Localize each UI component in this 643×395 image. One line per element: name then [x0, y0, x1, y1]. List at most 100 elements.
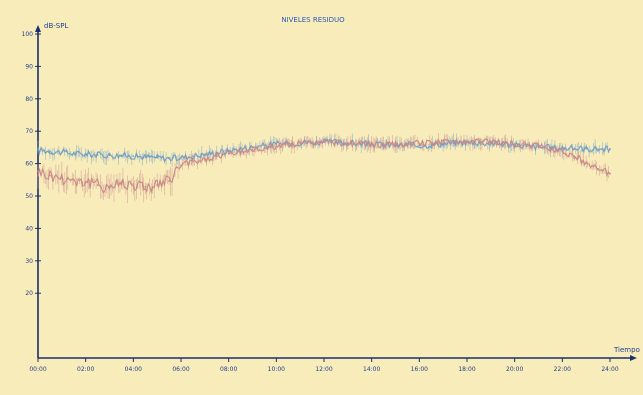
- data-point: [132, 155, 135, 158]
- data-point: [442, 140, 445, 143]
- data-point: [239, 151, 242, 153]
- data-point: [537, 145, 540, 148]
- data-point: [60, 176, 63, 179]
- y-tick-label: 80: [25, 96, 33, 103]
- data-point: [382, 143, 385, 146]
- x-axis-arrow: [630, 355, 637, 361]
- data-point: [597, 167, 599, 170]
- data-point: [215, 155, 218, 158]
- data-point: [585, 147, 588, 150]
- data-point: [299, 142, 302, 145]
- x-tick-label: 04:00: [125, 366, 142, 373]
- x-axis-label: Tiempo: [613, 346, 640, 354]
- data-point: [466, 140, 468, 142]
- data-point: [168, 180, 170, 182]
- data-point: [454, 140, 456, 143]
- data-point: [72, 152, 75, 155]
- data-point: [263, 147, 266, 149]
- x-tick-label: 00:00: [29, 366, 46, 373]
- data-point: [84, 181, 87, 183]
- x-tick-label: 10:00: [268, 366, 285, 373]
- data-point: [323, 141, 325, 144]
- x-tick-label: 14:00: [363, 366, 380, 373]
- data-point: [168, 157, 170, 160]
- data-point: [609, 148, 611, 150]
- y-tick-label: 50: [25, 193, 33, 200]
- data-point: [108, 154, 111, 157]
- chart-title: NIVELES RESIDUO: [281, 16, 345, 24]
- y-tick-label: 60: [25, 161, 33, 168]
- data-point: [549, 147, 552, 150]
- data-point: [311, 141, 313, 144]
- x-tick-label: 20:00: [506, 366, 523, 373]
- data-point: [287, 143, 290, 146]
- data-point: [192, 160, 194, 163]
- data-point: [370, 143, 373, 146]
- data-point: [275, 145, 278, 148]
- data-point: [251, 149, 254, 151]
- data-point: [180, 156, 182, 159]
- data-point: [180, 164, 182, 167]
- y-axis-arrow: [35, 25, 41, 32]
- data-point: [72, 178, 75, 181]
- data-point: [156, 156, 159, 159]
- data-point: [144, 186, 147, 188]
- data-point: [49, 150, 51, 153]
- x-tick-label: 02:00: [77, 366, 94, 373]
- y-tick-label: 70: [25, 128, 33, 135]
- series-line: [37, 137, 611, 195]
- data-point: [561, 150, 564, 152]
- data-point: [573, 147, 576, 150]
- data-point: [418, 142, 421, 145]
- data-point: [239, 147, 242, 150]
- data-point: [406, 143, 409, 146]
- data-point: [442, 142, 445, 145]
- y-tick-label: 30: [25, 258, 33, 265]
- data-point: [120, 154, 123, 157]
- data-point: [144, 155, 147, 158]
- x-tick-label: 06:00: [172, 366, 189, 373]
- x-tick-label: 22:00: [554, 366, 571, 373]
- data-point: [60, 151, 63, 154]
- data-point: [609, 172, 611, 175]
- data-point: [49, 174, 51, 177]
- y-axis-label: dB-SPL: [44, 22, 68, 30]
- y-tick-label: 40: [25, 225, 33, 232]
- data-point: [120, 181, 123, 184]
- x-tick-label: 08:00: [220, 366, 237, 373]
- data-point: [263, 144, 266, 147]
- data-point: [597, 148, 599, 150]
- data-point: [585, 161, 588, 164]
- data-point: [96, 184, 99, 186]
- data-point: [573, 155, 576, 158]
- data-point: [96, 153, 99, 156]
- data-point: [358, 142, 361, 145]
- data-point: [489, 140, 492, 143]
- y-tick-label: 100: [22, 31, 34, 38]
- data-point: [430, 141, 433, 144]
- data-point: [203, 158, 206, 161]
- data-point: [513, 143, 516, 146]
- x-tick-label: 12:00: [315, 366, 332, 373]
- data-point: [37, 149, 39, 151]
- data-point: [394, 143, 397, 146]
- y-tick-label: 90: [25, 63, 33, 70]
- data-point: [227, 152, 230, 155]
- data-point: [501, 141, 504, 144]
- data-point: [108, 185, 111, 188]
- data-point: [132, 183, 135, 185]
- data-point: [346, 142, 349, 145]
- data-point: [335, 141, 337, 144]
- data-point: [156, 184, 159, 186]
- series-2: [37, 133, 611, 204]
- data-point: [525, 144, 528, 147]
- data-point: [37, 170, 39, 173]
- data-point: [478, 140, 480, 143]
- y-tick-label: 20: [25, 290, 33, 297]
- x-tick-label: 16:00: [411, 366, 428, 373]
- x-tick-label: 18:00: [458, 366, 475, 373]
- x-tick-label: 24:00: [601, 366, 618, 373]
- data-point: [84, 153, 87, 156]
